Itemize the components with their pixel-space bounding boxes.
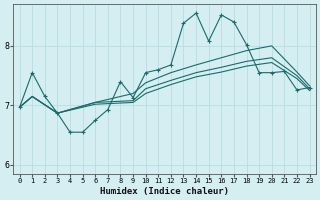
X-axis label: Humidex (Indice chaleur): Humidex (Indice chaleur) [100,187,229,196]
